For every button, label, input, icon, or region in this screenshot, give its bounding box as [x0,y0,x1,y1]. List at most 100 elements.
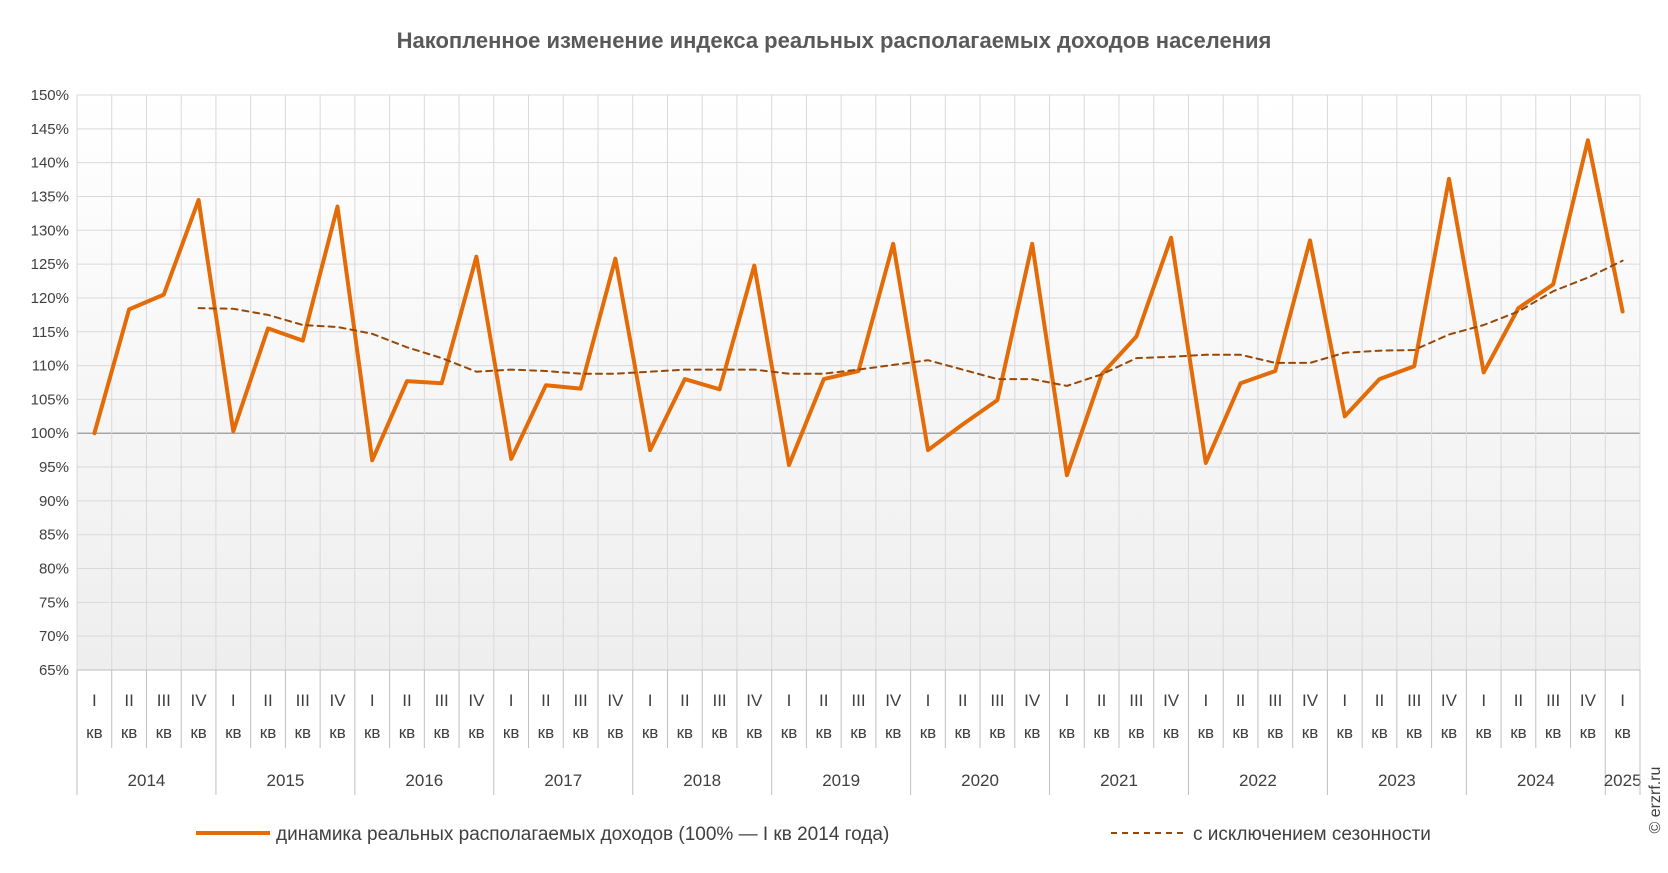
x-tick-quarter: II [124,691,133,710]
plot-area [77,95,1640,670]
y-tick-label: 130% [31,222,69,239]
x-tick-unit: кв [538,723,554,742]
x-tick-unit: кв [503,723,519,742]
x-tick-quarter: IV [1441,691,1458,710]
x-tick-unit: кв [1059,723,1075,742]
x-tick-unit: кв [1475,723,1491,742]
x-tick-unit: кв [1267,723,1283,742]
x-tick-quarter: IV [329,691,346,710]
x-tick-quarter: I [370,691,375,710]
y-tick-label: 115% [32,324,69,341]
x-tick-unit: кв [954,723,970,742]
x-tick-quarter: III [1268,691,1282,710]
x-tick-unit: кв [329,723,345,742]
x-tick-unit: кв [989,723,1005,742]
x-tick-quarter: IV [1163,691,1180,710]
x-tick-unit: кв [1163,723,1179,742]
x-tick-quarter: III [1407,691,1421,710]
grid-layer [76,94,1641,671]
legend-label-1: динамика реальных располагаемых доходов … [276,824,889,845]
y-tick-label: 75% [39,594,69,611]
x-tick-unit: кв [920,723,936,742]
legend: динамика реальных располагаемых доходов … [196,824,1431,845]
x-tick-unit: кв [399,723,415,742]
x-tick-quarter: II [1514,691,1523,710]
x-tick-unit: кв [677,723,693,742]
x-tick-quarter: I [509,691,514,710]
x-tick-unit: кв [642,723,658,742]
x-tick-year: 2024 [1517,771,1555,790]
x-tick-unit: кв [1406,723,1422,742]
x-tick-quarter: II [819,691,828,710]
x-tick-unit: кв [86,723,102,742]
x-tick-quarter: I [1481,691,1486,710]
chart-title: Накопленное изменение индекса реальных р… [397,28,1272,53]
x-tick-unit: кв [1198,723,1214,742]
x-tick-quarter: III [1546,691,1560,710]
y-tick-label: 100% [31,425,69,442]
x-tick-unit: кв [1371,723,1387,742]
series-line-seasonally-adjusted [197,259,1624,387]
y-tick-label: 110% [32,358,69,375]
x-tick-quarter: II [541,691,550,710]
y-tick-label: 125% [31,256,69,273]
x-tick-quarter: III [435,691,449,710]
x-tick-unit: кв [572,723,588,742]
x-tick-unit: кв [1510,723,1526,742]
x-tick-quarter: III [712,691,726,710]
x-tick-quarter: I [1342,691,1347,710]
x-tick-unit: кв [1614,723,1630,742]
x-tick-quarter: II [680,691,689,710]
y-tick-label: 140% [31,155,69,172]
x-axis: IквIIквIIIквIVквIквIIквIIIквIVквIквIIквI… [76,669,1642,795]
x-tick-unit: кв [885,723,901,742]
x-tick-unit: кв [1302,723,1318,742]
x-tick-year: 2020 [961,771,999,790]
y-tick-label: 150% [31,87,69,104]
x-tick-quarter: II [958,691,967,710]
x-tick-unit: кв [1580,723,1596,742]
x-tick-quarter: III [1129,691,1143,710]
x-tick-unit: кв [746,723,762,742]
y-tick-label: 120% [31,290,69,307]
x-tick-unit: кв [711,723,727,742]
x-tick-quarter: IV [1302,691,1319,710]
y-tick-label: 80% [39,561,69,578]
x-tick-year: 2023 [1378,771,1416,790]
x-tick-unit: кв [156,723,172,742]
x-tick-quarter: IV [885,691,902,710]
x-tick-unit: кв [225,723,241,742]
x-tick-quarter: II [1097,691,1106,710]
y-tick-label: 85% [39,527,69,544]
x-tick-quarter: IV [468,691,485,710]
copyright-text: © erzrf.ru [1647,767,1664,834]
x-tick-quarter: I [1065,691,1070,710]
y-tick-label: 105% [31,391,69,408]
x-tick-year: 2015 [266,771,304,790]
x-tick-unit: кв [816,723,832,742]
x-tick-quarter: IV [1024,691,1041,710]
x-tick-unit: кв [1024,723,1040,742]
y-tick-label: 65% [39,662,69,679]
x-tick-unit: кв [1337,723,1353,742]
x-tick-year: 2016 [405,771,443,790]
x-tick-unit: кв [295,723,311,742]
y-tick-label: 135% [31,188,69,205]
x-tick-year: 2018 [683,771,721,790]
series-layer [92,138,1625,478]
x-tick-quarter: IV [607,691,624,710]
x-tick-unit: кв [781,723,797,742]
x-tick-quarter: I [1203,691,1208,710]
x-tick-quarter: III [296,691,310,710]
x-tick-quarter: I [648,691,653,710]
x-tick-unit: кв [850,723,866,742]
x-tick-quarter: I [787,691,792,710]
x-tick-quarter: III [990,691,1004,710]
x-tick-quarter: III [851,691,865,710]
y-axis: 65% 70% 75% 80% 85% 90% 95% 100% 105% 110% 115% 120… [31,87,69,679]
x-tick-quarter: I [231,691,236,710]
x-tick-quarter: I [92,691,97,710]
x-tick-unit: кв [1232,723,1248,742]
x-tick-unit: кв [468,723,484,742]
